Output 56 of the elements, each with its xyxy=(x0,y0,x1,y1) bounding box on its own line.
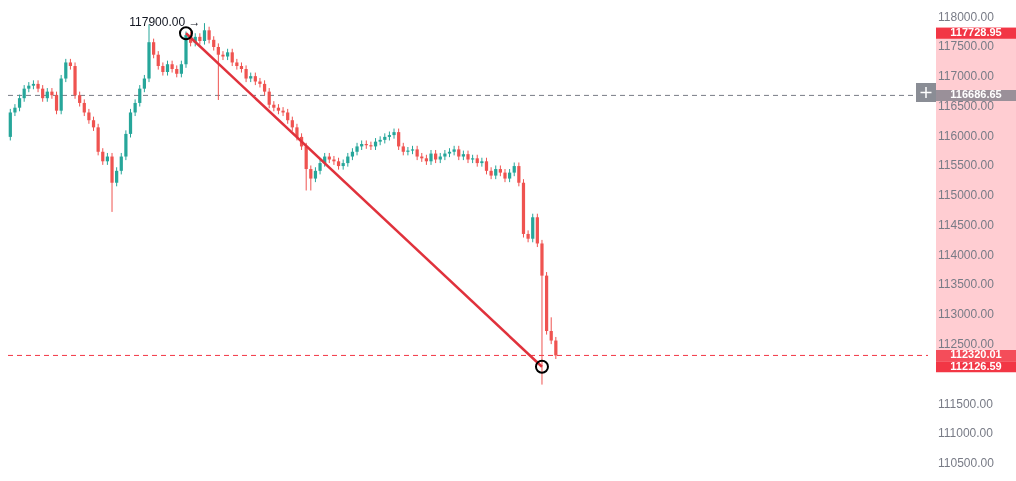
candlestick xyxy=(161,61,165,77)
candlestick xyxy=(526,229,530,243)
candlestick xyxy=(406,146,410,156)
candlestick xyxy=(128,108,133,138)
candlestick xyxy=(13,103,17,117)
y-tick-label: 111500.00 xyxy=(938,396,994,411)
y-tick-label: 116500.00 xyxy=(938,98,995,113)
candlestick xyxy=(443,149,447,161)
candlestick xyxy=(36,79,40,93)
y-tick-label: 114000.00 xyxy=(938,247,995,262)
candlestick xyxy=(138,84,142,108)
text: 112126.59 xyxy=(950,359,1002,372)
candlestick xyxy=(429,149,433,166)
candlestick xyxy=(221,50,225,61)
y-tick-label: 117500.00 xyxy=(938,39,995,54)
candlestick xyxy=(50,87,54,100)
candlestick xyxy=(503,168,507,183)
candlestick xyxy=(54,91,59,115)
candlestick xyxy=(64,58,68,83)
y-tick-label: 113500.00 xyxy=(938,277,995,292)
candlestick xyxy=(198,32,202,46)
ref-line-label: 112320.01 xyxy=(950,348,1002,361)
annotation: 117900.00 → xyxy=(129,15,201,30)
candlestick xyxy=(466,150,470,164)
candlestick xyxy=(202,22,207,46)
y-tick-label: 110500.00 xyxy=(938,456,995,471)
y-tick-label: 115500.00 xyxy=(938,158,995,173)
y-tick-label: 115000.00 xyxy=(938,188,995,203)
candlestick xyxy=(549,316,553,345)
candlestick xyxy=(216,42,220,101)
candlestick xyxy=(309,164,313,191)
candlestick xyxy=(267,87,271,109)
candlestick xyxy=(115,166,119,187)
candlestick xyxy=(369,141,373,151)
y-tick-label: 111000.00 xyxy=(938,426,994,441)
candlestick xyxy=(517,161,521,187)
y-tick-label: 113000.00 xyxy=(938,307,995,322)
y-tick-label: 114500.00 xyxy=(938,217,995,232)
candlestick xyxy=(489,166,493,180)
candlestick xyxy=(258,77,262,88)
candlestick xyxy=(531,213,535,243)
candlestick xyxy=(152,38,156,59)
candlestick xyxy=(355,142,359,156)
ref-line-label: 116686.65 xyxy=(950,88,1002,101)
y-tick-label: 116000.00 xyxy=(938,128,995,143)
candlestick xyxy=(119,152,123,175)
candlestick xyxy=(452,145,456,156)
candlestick xyxy=(480,157,484,168)
y-tick-label: 118000.00 xyxy=(938,9,995,24)
candlestick xyxy=(87,108,91,125)
candlestick xyxy=(170,60,174,74)
candlestick xyxy=(397,128,401,151)
candlestick xyxy=(392,128,396,140)
candlestick xyxy=(124,129,128,161)
y-tick-label: 117000.00 xyxy=(938,69,995,84)
text: 117728.95 xyxy=(950,26,1002,39)
